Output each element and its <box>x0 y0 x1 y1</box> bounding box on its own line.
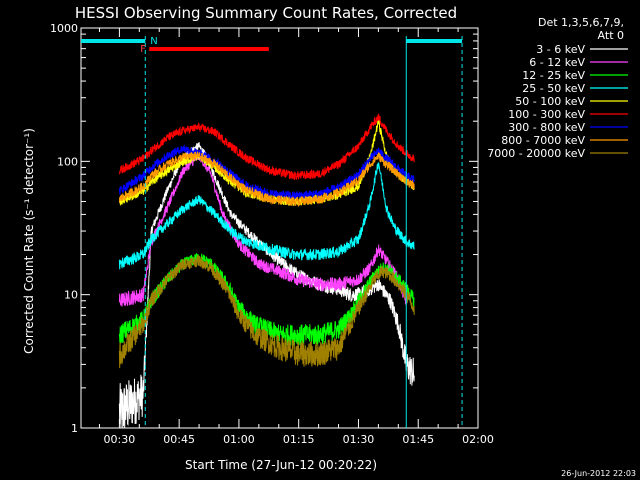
night-label: N <box>150 36 157 47</box>
series-line-5 <box>118 113 415 180</box>
y-axis-label: Corrected Count Rate (s⁻¹ detector⁻¹) <box>22 128 36 354</box>
legend-label-4: 50 - 100 keV <box>515 95 585 108</box>
series-line-7 <box>118 151 415 208</box>
x-tick-label-0: 00:30 <box>104 433 136 446</box>
series-line-1 <box>118 151 407 307</box>
x-tick-label-3: 01:15 <box>283 433 315 446</box>
legend-label-5: 100 - 300 keV <box>508 108 585 121</box>
legend-label-0: 3 - 6 keV <box>536 43 585 56</box>
y-tick-label-1: 10 <box>64 289 78 302</box>
legend-label-6: 300 - 800 keV <box>508 121 585 134</box>
y-tick-label-0: 1 <box>71 422 78 435</box>
legend-label-2: 12 - 25 keV <box>522 69 585 82</box>
x-tick-label-2: 01:00 <box>223 433 255 446</box>
x-axis-label: Start Time (27-Jun-12 00:20:22) <box>185 458 377 472</box>
flare-label: F <box>140 44 146 55</box>
legend-label-7: 800 - 7000 keV <box>501 134 585 147</box>
plot-area: 1 10 100 1000 00:30 00:45 01:00 01:15 01:30 01:45… <box>50 22 494 446</box>
y-tick-label-2: 100 <box>57 155 78 168</box>
footer-date: 26-Jun-2012 22:03 <box>561 469 636 478</box>
x-tick-label-6: 02:00 <box>462 433 494 446</box>
series-line-8 <box>118 255 415 369</box>
plot-frame <box>80 27 479 429</box>
y-tick-label-3: 1000 <box>50 22 78 35</box>
legend-header-line-2: Att 0 <box>598 29 624 42</box>
series-line-3 <box>118 162 415 270</box>
legend-header-line-1: Det 1,3,5,6,7,9, <box>538 16 624 29</box>
x-tick-label-4: 01:30 <box>343 433 375 446</box>
legend-label-1: 6 - 12 keV <box>529 56 585 69</box>
chart-title: HESSI Observing Summary Count Rates, Cor… <box>75 4 457 22</box>
x-tick-label-1: 00:45 <box>163 433 195 446</box>
legend-label-3: 25 - 50 keV <box>522 82 585 95</box>
legend-label-8: 7000 - 20000 keV <box>487 147 585 160</box>
series-group <box>118 113 415 428</box>
x-tick-label-5: 01:45 <box>402 433 434 446</box>
series-line-6 <box>118 143 415 200</box>
